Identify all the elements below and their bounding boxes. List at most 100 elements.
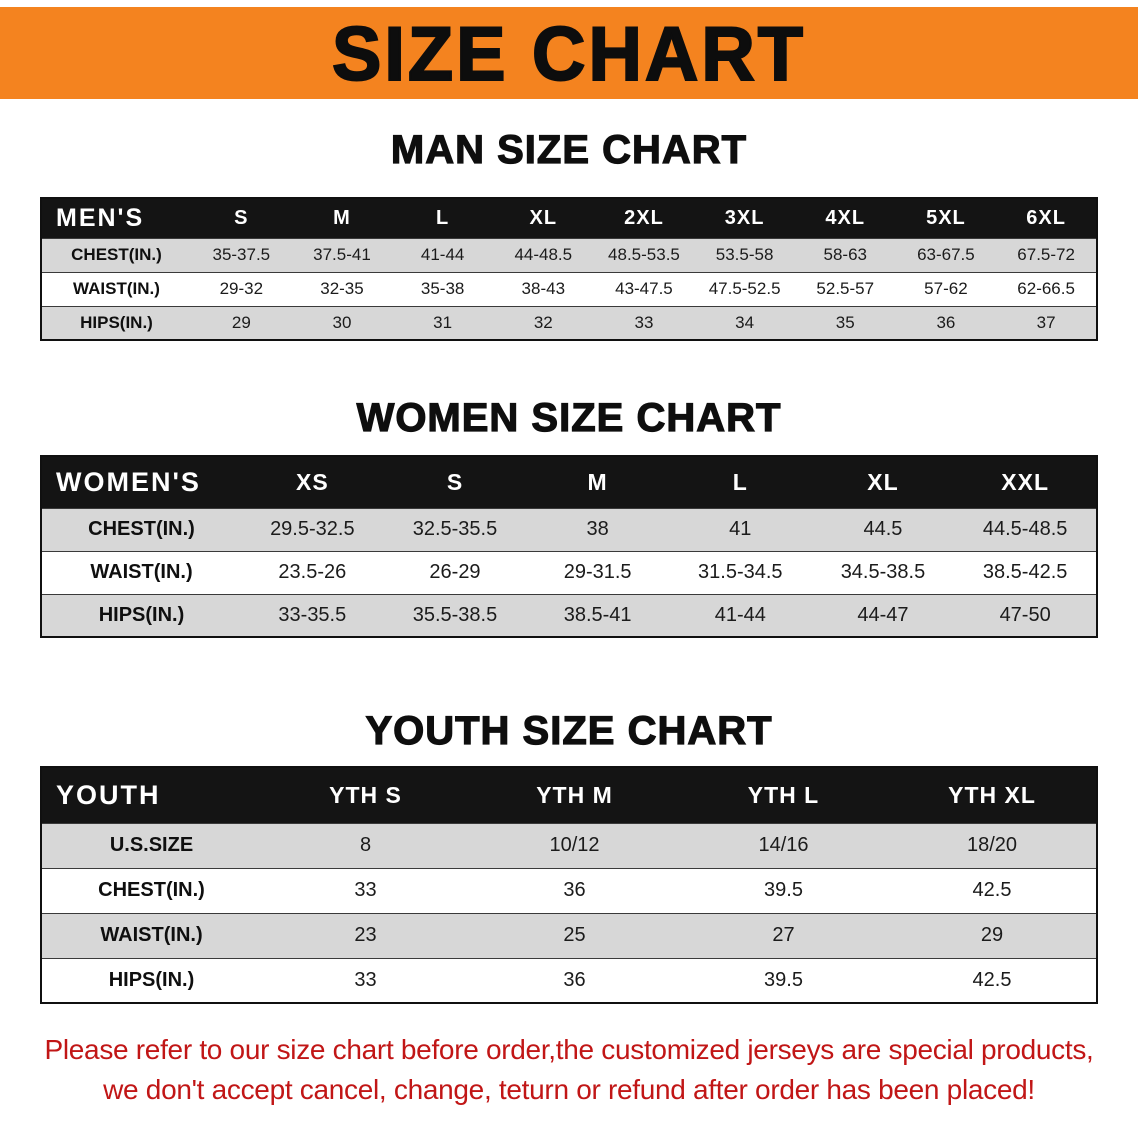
value-cell: 35-37.5 [212, 245, 271, 264]
size-header-cell: L [668, 456, 812, 508]
value-cell: 47-50 [999, 603, 1051, 626]
table-row: CHEST(IN.) 33 36 39.5 42.5 [41, 868, 1097, 913]
table-title-cell: YOUTH [41, 767, 261, 823]
value-cell: 10/12 [549, 834, 600, 856]
table-row: HIPS(IN.) 29 30 31 32 33 34 35 36 37 [41, 306, 1097, 340]
value-cell: 39.5 [764, 968, 803, 991]
value-cell: 41-44 [420, 245, 465, 264]
value-cell: 47.5-52.5 [708, 279, 781, 298]
table-row: WAIST(IN.) 23 25 27 29 [41, 913, 1097, 958]
men-section-heading: MAN SIZE CHART [390, 127, 748, 172]
women-size-chart-section: WOMEN SIZE CHART WOMEN'S XS S M L XL XXL CHEST(… [0, 395, 1138, 638]
value-cell: 44.5 [863, 518, 903, 540]
table-header-row: WOMEN'S XS S M L XL XXL [41, 456, 1097, 508]
value-cell: 29.5-32.5 [270, 518, 355, 540]
value-cell: 31.5-34.5 [698, 561, 783, 583]
row-label-cell: WAIST(IN.) [100, 924, 203, 946]
value-cell: 29 [231, 312, 251, 332]
value-cell: 14/16 [758, 834, 809, 856]
youth-size-chart-section: YOUTH SIZE CHART YOUTH YTH S YTH M YTH L YTH… [0, 708, 1138, 1004]
row-label-cell: CHEST(IN.) [88, 518, 195, 540]
disclaimer: Please refer to our size chart before or… [0, 1030, 1138, 1110]
value-cell: 42.5 [972, 879, 1012, 901]
value-cell: 44.5-48.5 [982, 518, 1068, 540]
value-cell: 32-35 [320, 279, 364, 298]
value-cell: 25 [563, 924, 586, 946]
table-row: CHEST(IN.) 29.5-32.5 32.5-35.5 38 41 44.5 44.5… [41, 508, 1097, 551]
value-cell: 37.5-41 [313, 245, 371, 264]
value-cell: 18/20 [966, 834, 1018, 856]
size-header-cell: 6XL [996, 198, 1097, 238]
value-cell: 38.5-41 [563, 603, 632, 626]
table-row: WAIST(IN.) 23.5-26 26-29 29-31.5 31.5-34.5 34… [41, 551, 1097, 594]
value-cell: 35 [835, 312, 855, 332]
value-cell: 63-67.5 [917, 245, 975, 264]
value-cell: 26-29 [429, 561, 481, 583]
size-header-cell: YTH L [679, 767, 888, 823]
size-header-cell: YTH XL [888, 767, 1097, 823]
value-cell: 30 [332, 312, 352, 332]
value-cell: 44-48.5 [514, 245, 573, 264]
value-cell: 38 [586, 518, 609, 540]
row-label-cell: WAIST(IN.) [73, 279, 160, 298]
value-cell: 41 [729, 518, 752, 540]
size-header-cell: S [383, 456, 527, 508]
value-cell: 39.5 [764, 879, 803, 901]
value-cell: 27 [772, 924, 795, 946]
value-cell: 44-47 [857, 603, 909, 626]
value-cell: 8 [359, 834, 372, 856]
value-cell: 34 [735, 312, 755, 332]
table-row: WAIST(IN.) 29-32 32-35 35-38 38-43 43-47.5 47.… [41, 272, 1097, 306]
table-row: HIPS(IN.) 33-35.5 35.5-38.5 38.5-41 41-44 44-… [41, 594, 1097, 637]
table-header-row: YOUTH YTH S YTH M YTH L YTH XL [41, 767, 1097, 823]
value-cell: 36 [936, 312, 956, 332]
value-cell: 41-44 [714, 603, 766, 626]
row-label-cell: HIPS(IN.) [108, 968, 195, 991]
size-header-cell: YTH M [470, 767, 679, 823]
size-header-cell: 3XL [694, 198, 795, 238]
value-cell: 32 [533, 312, 553, 332]
row-label-cell: CHEST(IN.) [71, 245, 162, 264]
size-header-cell: M [526, 456, 669, 508]
row-label-cell: HIPS(IN.) [98, 603, 185, 626]
disclaimer-line-2: we don't accept cancel, change, teturn o… [103, 1074, 1035, 1105]
value-cell: 32.5-35.5 [412, 518, 498, 540]
value-cell: 33 [354, 879, 377, 901]
row-label-cell: WAIST(IN.) [90, 561, 193, 583]
value-cell: 31 [433, 312, 453, 332]
size-header-cell: XXL [954, 456, 1097, 508]
value-cell: 33 [634, 312, 654, 332]
value-cell: 29 [980, 924, 1004, 946]
size-header-cell: YTH S [261, 767, 470, 823]
value-cell: 38-43 [521, 279, 566, 298]
value-cell: 38.5-42.5 [982, 561, 1068, 583]
value-cell: 29-32 [219, 279, 264, 298]
men-size-chart-section: MAN SIZE CHART MEN'S S M L XL 2XL 3XL 4XL 5XL 6XL… [0, 127, 1138, 341]
size-header-cell: 5XL [895, 198, 997, 238]
size-header-cell: 4XL [794, 198, 896, 238]
table-title-cell: MEN'S [41, 198, 191, 238]
size-header-cell: XS [241, 456, 384, 508]
value-cell: 34.5-38.5 [840, 561, 926, 583]
men-size-table: MEN'S S M L XL 2XL 3XL 4XL 5XL 6XL CHEST(IN.) 35-37… [40, 197, 1098, 341]
women-size-table: WOMEN'S XS S M L XL XXL CHEST(IN.) 29.5-32.5 32.5… [40, 455, 1098, 638]
size-header-cell: 2XL [593, 198, 695, 238]
value-cell: 35-38 [420, 279, 465, 298]
table-title-cell: WOMEN'S [41, 456, 241, 508]
value-cell: 67.5-72 [1017, 245, 1075, 264]
row-label-cell: CHEST(IN.) [98, 879, 205, 901]
table-header-row: MEN'S S M L XL 2XL 3XL 4XL 5XL 6XL [41, 198, 1097, 238]
value-cell: 35.5-38.5 [412, 603, 498, 626]
value-cell: 43-47.5 [615, 279, 673, 298]
value-cell: 29-31.5 [563, 561, 632, 583]
value-cell: 23 [354, 924, 377, 946]
row-label-cell: U.S.SIZE [109, 834, 194, 856]
size-chart-banner: SIZE CHART [0, 7, 1138, 99]
value-cell: 33 [354, 968, 377, 991]
value-cell: 37 [1036, 312, 1056, 332]
size-header-cell: S [191, 198, 292, 238]
value-cell: 62-66.5 [1017, 279, 1075, 298]
youth-section-heading: YOUTH SIZE CHART [365, 708, 773, 753]
women-section-heading: WOMEN SIZE CHART [356, 395, 782, 440]
value-cell: 36 [563, 968, 586, 991]
